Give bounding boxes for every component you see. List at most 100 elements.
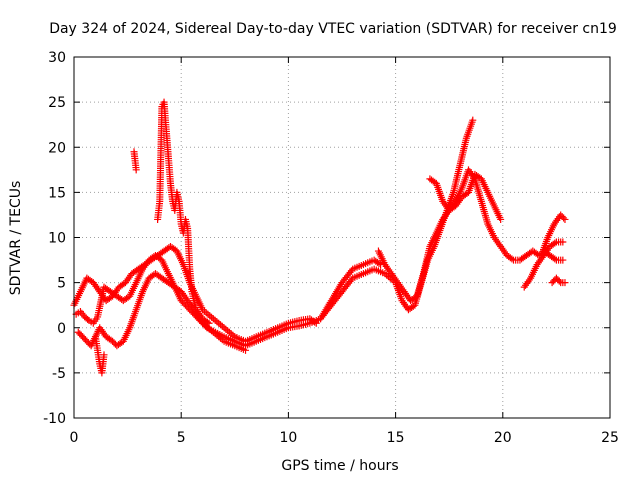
data-point-trail <box>196 316 209 330</box>
data-point-trail <box>362 257 376 268</box>
data-point-trail <box>153 271 164 281</box>
data-point <box>561 215 569 223</box>
y-tick-label: 0 <box>57 321 66 337</box>
data-point-trail <box>491 204 504 222</box>
data-point-trail <box>84 339 94 348</box>
data-point-trail <box>534 253 546 267</box>
data-point-trail <box>114 293 126 304</box>
data-point-trail <box>168 244 179 254</box>
data-point-trail <box>465 172 478 194</box>
data-point-trail <box>554 276 563 285</box>
sat-track-3 <box>72 252 385 350</box>
data-point-trail <box>211 316 226 330</box>
data-point <box>100 351 108 359</box>
data-point-trail <box>147 271 158 281</box>
data-point-trail <box>276 320 290 331</box>
data-point-trail <box>91 315 100 325</box>
data-point-trail <box>473 171 484 182</box>
data-point-trail <box>485 190 497 208</box>
data-point-trail <box>126 308 139 330</box>
data-point-trail <box>254 329 269 340</box>
data-point-trail <box>104 334 115 344</box>
data-point-trail <box>160 100 170 131</box>
data-point-trail <box>165 155 174 185</box>
data-point-trail <box>133 267 146 285</box>
data-point-trail <box>362 266 376 277</box>
data-point-trail <box>478 177 491 194</box>
sat-track-5 <box>130 148 140 174</box>
data-point-trail <box>414 272 427 298</box>
data-point-trail <box>428 176 439 186</box>
y-tick-label: 5 <box>57 276 66 292</box>
data-point-trail <box>80 334 89 344</box>
data-point-trail <box>244 334 258 344</box>
data-point-trail <box>318 303 334 321</box>
x-tick-label: 10 <box>279 430 297 446</box>
data-point-trail <box>456 136 470 167</box>
data-point-trail <box>78 309 87 319</box>
data-point-trail <box>460 190 471 200</box>
data-point-trail <box>97 326 109 339</box>
data-point-trail <box>541 248 552 258</box>
data-point-trail <box>492 235 503 249</box>
data-point-trail <box>222 338 237 349</box>
data-point-trail <box>159 258 171 276</box>
data-point-trail <box>179 298 192 312</box>
data-point-trail <box>329 289 345 307</box>
data-point-trail <box>127 281 139 298</box>
data-point-trail <box>420 245 433 276</box>
data-point-trail <box>276 325 290 335</box>
data-point-trail <box>440 208 452 222</box>
data-point-trail <box>478 199 491 226</box>
data-point-trail <box>94 285 108 319</box>
data-point-trail <box>518 253 529 263</box>
data-point-trail <box>399 298 411 312</box>
data-point-trail <box>395 280 407 294</box>
data-point-trail <box>165 272 178 289</box>
data-point <box>559 256 567 264</box>
data-point-trail <box>450 163 463 194</box>
data-point-trail <box>233 338 247 349</box>
data-point-trail <box>530 248 542 258</box>
data-point-trail <box>77 276 90 294</box>
data-point-trail <box>222 334 237 344</box>
data-point-trail <box>265 325 280 335</box>
data-point-trail <box>120 326 133 343</box>
data-point-trail <box>372 266 387 277</box>
data-point-trail <box>184 227 194 271</box>
data-point-trail <box>187 307 201 321</box>
data-point-trail <box>121 293 132 304</box>
data-point-trail <box>200 307 216 321</box>
data-point-trail <box>433 217 446 235</box>
data-point-trail <box>351 261 365 272</box>
data-point-trail <box>130 150 139 163</box>
data-point-trail <box>401 289 413 303</box>
chart-title: Day 324 of 2024, Sidereal Day-to-day VTE… <box>49 21 617 37</box>
data-point-trail <box>178 289 190 303</box>
data-point-trail <box>76 330 85 339</box>
data-points <box>70 98 569 377</box>
data-point-trail <box>351 271 365 281</box>
data-point-trail <box>84 275 96 285</box>
x-tick-label: 20 <box>494 430 512 446</box>
x-tick-label: 0 <box>70 430 79 446</box>
data-point <box>205 319 213 327</box>
data-point-trail <box>129 266 141 276</box>
data-point-trail <box>440 199 452 213</box>
data-point-trail <box>339 276 355 294</box>
x-axis-label: GPS time / hours <box>281 458 398 474</box>
y-tick-label: 10 <box>48 231 66 247</box>
data-point-trail <box>453 186 465 203</box>
data-point-trail <box>233 343 247 353</box>
data-point-trail <box>463 118 476 140</box>
data-point <box>561 279 569 287</box>
data-point-trail <box>117 280 128 290</box>
data-point-trail <box>548 239 559 249</box>
data-point-trail <box>172 285 184 303</box>
data-point-trail <box>555 238 565 246</box>
data-point-trail <box>382 262 394 276</box>
data-point-trail <box>406 302 417 313</box>
data-point-trail <box>110 339 119 348</box>
y-tick-label: -10 <box>43 411 66 427</box>
